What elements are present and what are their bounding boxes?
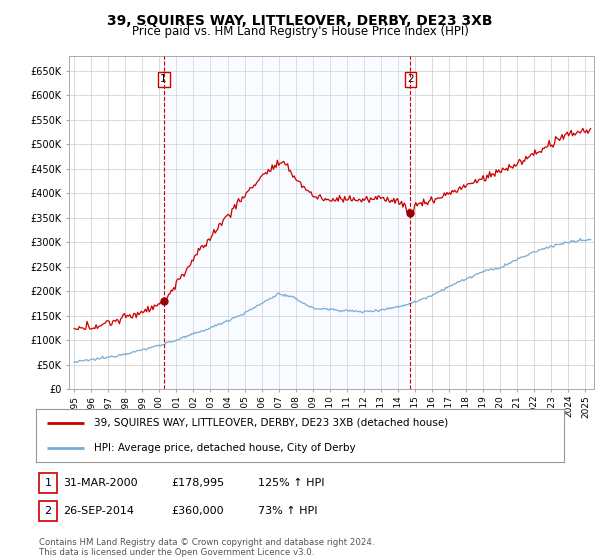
Text: 125% ↑ HPI: 125% ↑ HPI <box>258 478 325 488</box>
Text: 2: 2 <box>407 74 414 85</box>
Text: 73% ↑ HPI: 73% ↑ HPI <box>258 506 317 516</box>
Text: £360,000: £360,000 <box>171 506 224 516</box>
Text: 1: 1 <box>44 478 52 488</box>
Text: Contains HM Land Registry data © Crown copyright and database right 2024.
This d: Contains HM Land Registry data © Crown c… <box>39 538 374 557</box>
Bar <box>164 56 410 389</box>
Text: 26-SEP-2014: 26-SEP-2014 <box>63 506 134 516</box>
Text: HPI: Average price, detached house, City of Derby: HPI: Average price, detached house, City… <box>94 443 356 453</box>
Text: 39, SQUIRES WAY, LITTLEOVER, DERBY, DE23 3XB: 39, SQUIRES WAY, LITTLEOVER, DERBY, DE23… <box>107 14 493 28</box>
Text: 2: 2 <box>44 506 52 516</box>
Text: 39, SQUIRES WAY, LITTLEOVER, DERBY, DE23 3XB (detached house): 39, SQUIRES WAY, LITTLEOVER, DERBY, DE23… <box>94 418 448 428</box>
Text: 1: 1 <box>160 74 167 85</box>
Text: £178,995: £178,995 <box>171 478 224 488</box>
Text: 31-MAR-2000: 31-MAR-2000 <box>63 478 137 488</box>
Text: Price paid vs. HM Land Registry's House Price Index (HPI): Price paid vs. HM Land Registry's House … <box>131 25 469 38</box>
